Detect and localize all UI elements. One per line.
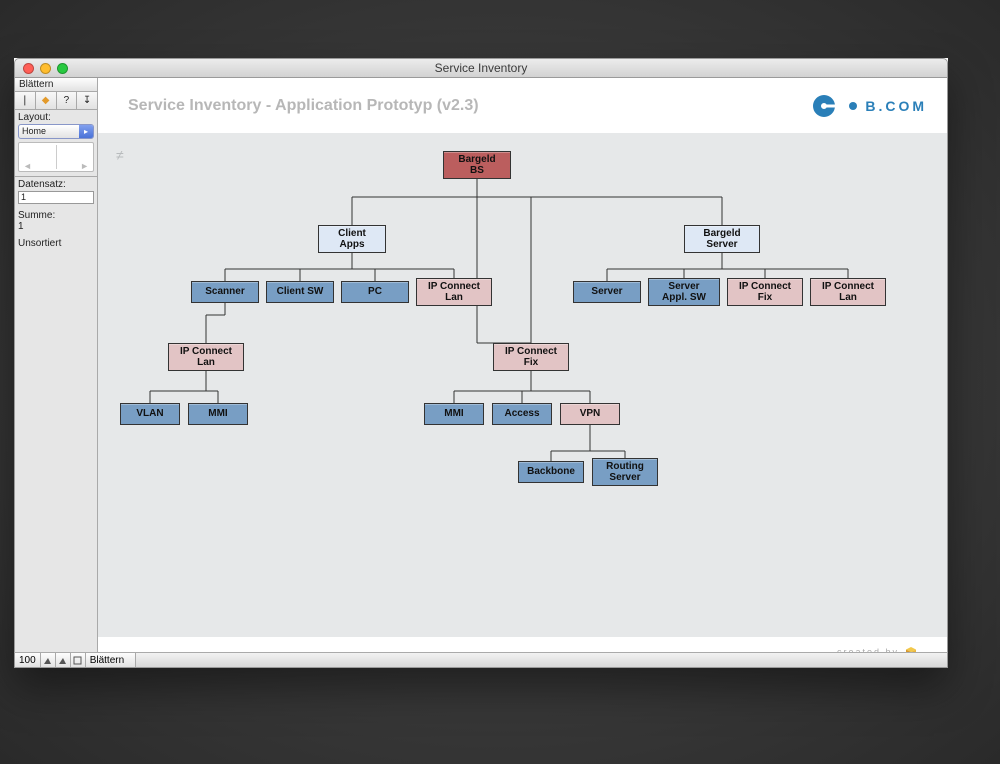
node-bserv[interactable]: Bargeld Server <box>684 225 760 253</box>
record-label: Datensatz: <box>15 177 97 190</box>
tool-icon-2[interactable]: ◆ <box>36 92 57 109</box>
node-mmi2[interactable]: MMI <box>424 403 484 425</box>
logo-dot-icon <box>849 102 857 110</box>
layout-selector[interactable]: Home ▸ <box>18 124 94 139</box>
page-header: Service Inventory - Application Prototyp… <box>98 78 947 133</box>
tool-icon-1[interactable]: ❘ <box>15 92 36 109</box>
node-acc[interactable]: Access <box>492 403 552 425</box>
node-capps[interactable]: Client Apps <box>318 225 386 253</box>
diagram-area: ≠ Bargeld BSClient AppsBargeld ServerSca… <box>98 133 947 637</box>
sort-status: Unsortiert <box>15 236 97 249</box>
node-bb[interactable]: Backbone <box>518 461 584 483</box>
node-rsrv[interactable]: Routing Server <box>592 458 658 486</box>
chevron-down-icon: ▸ <box>79 125 93 138</box>
brand-logo: B.COM <box>809 95 927 117</box>
window-title: Service Inventory <box>15 61 947 75</box>
sum-value: 1 <box>15 221 97 232</box>
status-mode-tab[interactable]: Blättern <box>86 653 136 667</box>
window-statusbar: 100 Blättern <box>14 652 948 668</box>
brand-name: B.COM <box>865 98 927 114</box>
node-srv[interactable]: Server <box>573 281 641 303</box>
status-icon-1[interactable] <box>41 653 56 667</box>
logo-mark-icon <box>809 95 839 117</box>
next-record-icon[interactable]: ► <box>80 161 89 171</box>
layout-label: Layout: <box>15 110 97 123</box>
status-icon-3[interactable] <box>71 653 86 667</box>
window-titlebar: Service Inventory <box>14 58 948 78</box>
node-vpn[interactable]: VPN <box>560 403 620 425</box>
node-ipcl2[interactable]: IP Connect Lan <box>810 278 886 306</box>
status-icon-2[interactable] <box>56 653 71 667</box>
layout-value: Home <box>19 125 79 138</box>
diagram-connectors <box>98 133 949 638</box>
node-mmi1[interactable]: MMI <box>188 403 248 425</box>
prev-record-icon[interactable]: ◄ <box>23 161 32 171</box>
node-vlan[interactable]: VLAN <box>120 403 180 425</box>
node-sasw[interactable]: Server Appl. SW <box>648 278 720 306</box>
node-ipcl3[interactable]: IP Connect Lan <box>168 343 244 371</box>
tool-icon-4[interactable]: ↧ <box>77 92 97 109</box>
node-scan[interactable]: Scanner <box>191 281 259 303</box>
node-ipcf2[interactable]: IP Connect Fix <box>493 343 569 371</box>
record-book-icon[interactable]: ◄ ► <box>18 142 94 172</box>
node-root[interactable]: Bargeld BS <box>443 151 511 179</box>
record-number-input[interactable]: 1 <box>18 191 94 204</box>
content-canvas: Service Inventory - Application Prototyp… <box>98 78 947 667</box>
sum-label: Summe: <box>15 208 97 221</box>
app-frame: Blättern ❘ ◆ ? ↧ Layout: Home ▸ ◄ ► Date… <box>14 78 948 668</box>
node-ipcf1[interactable]: IP Connect Fix <box>727 278 803 306</box>
node-ipcl1[interactable]: IP Connect Lan <box>416 278 492 306</box>
node-csw[interactable]: Client SW <box>266 281 334 303</box>
page-title: Service Inventory - Application Prototyp… <box>128 97 809 115</box>
node-pc[interactable]: PC <box>341 281 409 303</box>
zoom-level[interactable]: 100 <box>15 653 41 667</box>
toolbar-icon-row: ❘ ◆ ? ↧ <box>15 92 97 110</box>
status-toolbar: Blättern ❘ ◆ ? ↧ Layout: Home ▸ ◄ ► Date… <box>15 78 98 667</box>
mode-tab-browse[interactable]: Blättern <box>15 78 97 92</box>
tool-icon-3[interactable]: ? <box>57 92 78 109</box>
